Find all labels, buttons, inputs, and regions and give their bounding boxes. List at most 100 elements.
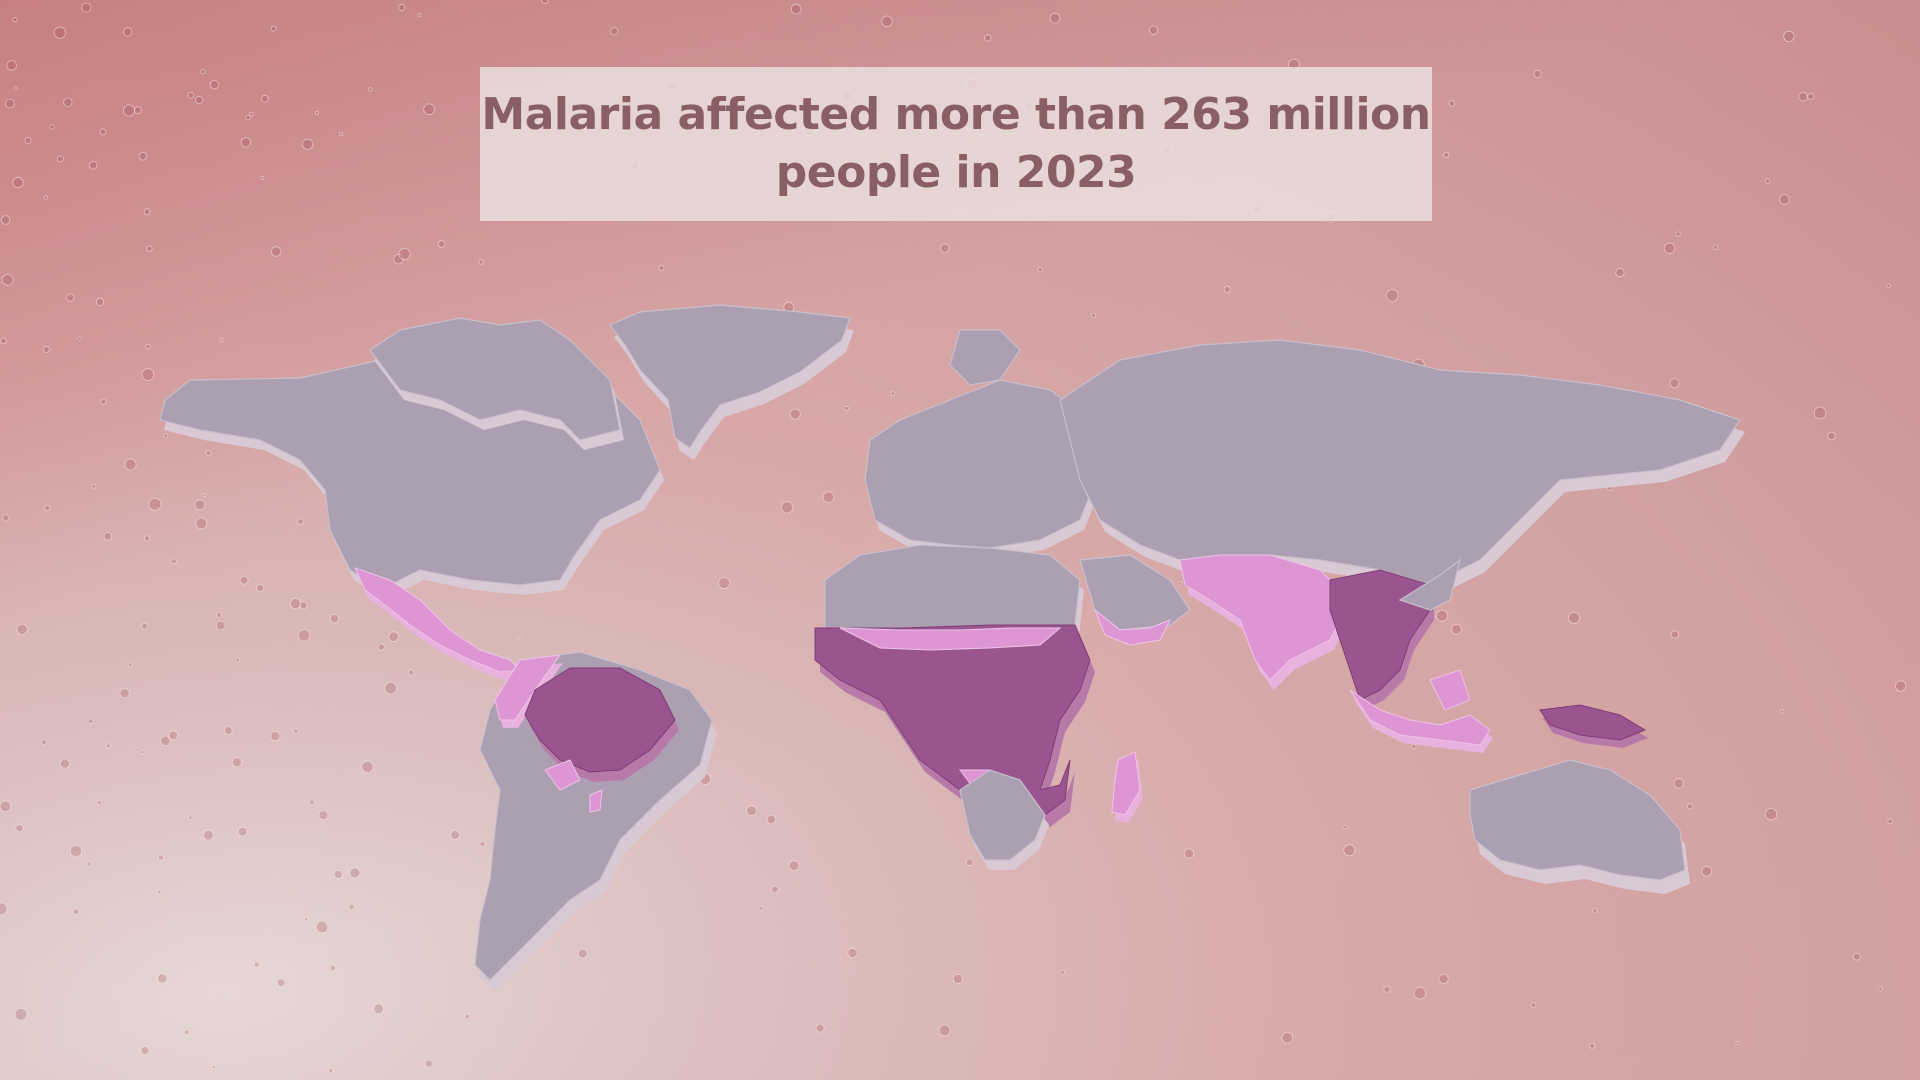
water-droplet (1813, 406, 1827, 420)
water-droplet (1281, 1031, 1294, 1044)
water-droplet (1779, 709, 1785, 714)
water-droplet (99, 128, 107, 136)
water-droplet (215, 620, 226, 631)
water-droplet (0, 337, 7, 345)
water-droplet (43, 504, 51, 511)
water-droplet (209, 80, 219, 90)
water-droplet (437, 240, 446, 248)
water-droplet (349, 867, 361, 879)
water-droplet (417, 13, 422, 18)
water-droplet (293, 728, 299, 734)
water-droplet (1615, 267, 1625, 278)
water-droplet (1779, 194, 1790, 205)
water-droplet (2, 514, 10, 522)
water-droplet (367, 87, 373, 92)
north-america (159, 317, 664, 600)
water-droplet (205, 450, 212, 456)
water-droplet (297, 518, 304, 525)
title-banner: Malaria affected more than 263 million p… (480, 67, 1432, 221)
water-droplet (143, 535, 150, 542)
water-droplet (163, 433, 169, 439)
water-droplet (141, 368, 155, 381)
water-droplet (384, 681, 398, 695)
water-droplet (788, 860, 800, 871)
water-droplet (12, 176, 24, 189)
water-droplet (145, 343, 151, 350)
water-droplet (1673, 778, 1684, 789)
water-droplet (276, 978, 286, 987)
water-droplet (328, 1068, 334, 1073)
water-droplet (170, 558, 177, 565)
water-droplet (1853, 952, 1861, 961)
water-droplet (1037, 267, 1043, 273)
water-droplet (1735, 1041, 1740, 1045)
water-droplet (188, 815, 193, 820)
water-droplet (541, 0, 549, 4)
water-droplet (1887, 818, 1893, 824)
water-droplet (348, 903, 355, 911)
water-droplet (940, 243, 950, 254)
water-droplet (578, 948, 588, 959)
water-droplet (789, 408, 801, 420)
title-line-1: Malaria affected more than 263 million (481, 89, 1431, 140)
water-droplet (123, 27, 133, 37)
water-droplet (450, 830, 461, 840)
water-droplet (216, 612, 223, 618)
water-droplet (237, 826, 248, 837)
water-droplet (270, 25, 277, 32)
southeast-asia (1329, 558, 1461, 710)
water-droplet (0, 902, 8, 916)
water-droplet (138, 151, 148, 161)
water-droplet (1148, 25, 1159, 35)
water-droplet (24, 136, 32, 144)
water-droplet (235, 657, 240, 663)
water-droplet (81, 2, 92, 13)
water-droplet (815, 1023, 825, 1033)
europe (864, 329, 1104, 558)
water-droplet (1411, 744, 1417, 750)
water-droplet (1090, 312, 1097, 318)
water-droplet (766, 814, 777, 825)
water-droplet (388, 631, 399, 642)
water-droplet (1568, 611, 1581, 624)
water-droplet (847, 947, 858, 959)
water-droplet (260, 94, 269, 103)
water-droplet (610, 27, 619, 36)
water-droplet (1827, 431, 1836, 441)
water-droplet (195, 95, 204, 105)
madagascar (1111, 751, 1143, 823)
water-droplet (314, 110, 319, 115)
water-droplet (187, 92, 195, 99)
water-droplet (5, 98, 15, 109)
water-droplet (148, 497, 162, 511)
water-droplet (141, 622, 148, 630)
south-america (474, 651, 717, 992)
water-droplet (1701, 865, 1713, 877)
water-droplet (984, 34, 992, 42)
water-droplet (1765, 808, 1778, 821)
water-droplet (1443, 151, 1450, 158)
water-droplet (87, 718, 94, 724)
water-droplet (49, 124, 55, 130)
water-droplet (200, 69, 206, 75)
water-droplet (168, 730, 179, 741)
water-droplet (270, 730, 281, 742)
water-droplet (398, 4, 406, 12)
water-droplet (59, 758, 70, 769)
water-droplet (253, 961, 260, 968)
water-droplet (72, 908, 79, 915)
water-droplet (160, 735, 171, 747)
water-droplet (88, 161, 98, 170)
water-droplet (478, 259, 484, 265)
water-droplet (718, 577, 731, 590)
water-droplet (1783, 30, 1795, 43)
map-title: Malaria affected more than 263 million p… (481, 86, 1431, 202)
water-droplet (308, 799, 315, 806)
water-droplet (271, 246, 282, 257)
water-droplet (157, 854, 165, 861)
water-droplet (1343, 824, 1348, 830)
water-droplet (91, 484, 97, 489)
water-droplet (194, 499, 206, 511)
water-droplet (423, 103, 435, 116)
water-droplet (781, 501, 794, 514)
